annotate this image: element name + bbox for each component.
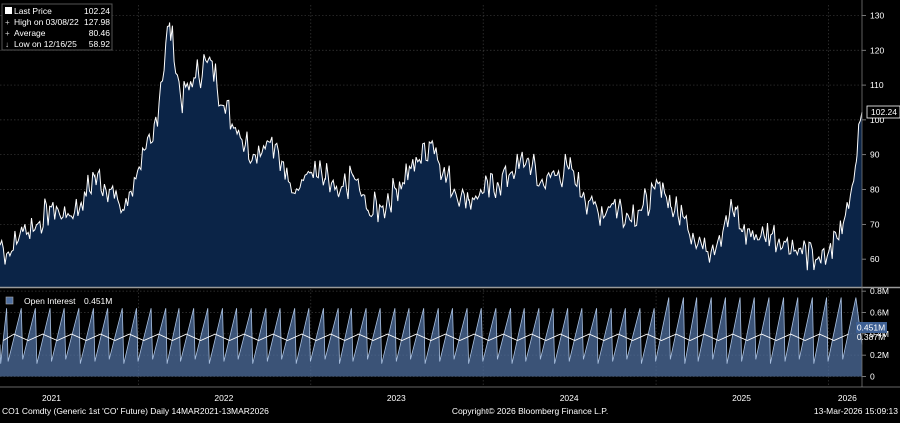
oi-legend-label: Open Interest <box>24 296 76 306</box>
oi-sawtooth-line <box>0 297 863 364</box>
price-last-value-text: 102.24 <box>871 107 897 117</box>
footer-copyright: Copyright© 2026 Bloomberg Finance L.P. <box>452 406 608 416</box>
oi-smoothed-line <box>3 333 849 341</box>
price-y-tick-label: 70 <box>870 219 880 229</box>
legend-low-value: 58.92 <box>89 39 111 49</box>
price-y-tick-label: 80 <box>870 185 880 195</box>
footer-ticker: CO1 Comdty (Generic 1st 'CO' Future) Dai… <box>2 406 269 416</box>
legend-last-price-value: 102.24 <box>84 6 110 16</box>
footer-timestamp: 13-Mar-2026 15:09:13 <box>814 406 898 416</box>
price-y-tick-label: 130 <box>870 10 884 20</box>
legend-high-marker-icon: + <box>5 18 10 27</box>
x-tick-label: 2022 <box>214 393 233 403</box>
oi-y-tick-label: 0 <box>870 371 875 381</box>
price-line <box>0 22 863 271</box>
x-tick-label: 2021 <box>42 393 61 403</box>
oi-value-tag-1-text: 0.451M <box>857 323 885 333</box>
oi-y-tick-label: 0.4M <box>870 329 889 339</box>
price-y-tick-label: 120 <box>870 45 884 55</box>
price-legend: Last Price 102.24 + High on 03/08/22 127… <box>1 3 113 51</box>
price-y-tick-label: 110 <box>870 80 884 90</box>
x-tick-label: 2026 <box>838 393 857 403</box>
price-y-tick-label: 90 <box>870 150 880 160</box>
legend-low-label: Low on 12/16/25 <box>14 39 77 49</box>
x-tick-label: 2024 <box>560 393 579 403</box>
oi-value-tags: 0.451M 0.387M <box>856 322 887 342</box>
x-tick-label: 2023 <box>387 393 406 403</box>
oi-y-tick-label: 0.8M <box>870 286 889 296</box>
oi-y-tick-label: 0.6M <box>870 307 889 317</box>
oi-legend-swatch <box>5 296 14 305</box>
price-area <box>0 22 862 287</box>
legend-average-label: Average <box>14 28 46 38</box>
oi-legend-value: 0.451M <box>84 296 112 306</box>
axes-group: 60 70 80 90 100 110 120 130 0 0.2M 0.4M 0.6M 0.8M 202… <box>0 0 900 403</box>
oi-legend: Open Interest 0.451M <box>5 296 112 306</box>
legend-low-marker-icon: ↓ <box>5 40 9 49</box>
legend-high-label: High on 03/08/22 <box>14 17 79 27</box>
oi-series-group <box>0 297 863 377</box>
legend-last-price-label: Last Price <box>14 6 52 16</box>
oi-value-tag-2-text: 0.387M <box>857 332 885 342</box>
legend-swatch-last-price <box>5 7 12 14</box>
oi-value-tag-1-box <box>856 322 887 333</box>
oi-y-tick-label: 0.2M <box>870 350 889 360</box>
price-last-value-tag: 102.24 <box>866 105 900 119</box>
legend-average-value: 80.46 <box>89 28 111 38</box>
oi-fill <box>0 297 862 377</box>
legend-high-value: 127.98 <box>84 17 110 27</box>
price-y-tick-label: 60 <box>870 254 880 264</box>
x-tick-label: 2025 <box>732 393 751 403</box>
price-area-group <box>0 22 863 287</box>
legend-average-marker-icon: + <box>5 29 10 38</box>
price-legend-bg <box>1 3 113 51</box>
price-y-tick-label: 100 <box>870 115 884 125</box>
price-last-value-box <box>866 105 900 119</box>
